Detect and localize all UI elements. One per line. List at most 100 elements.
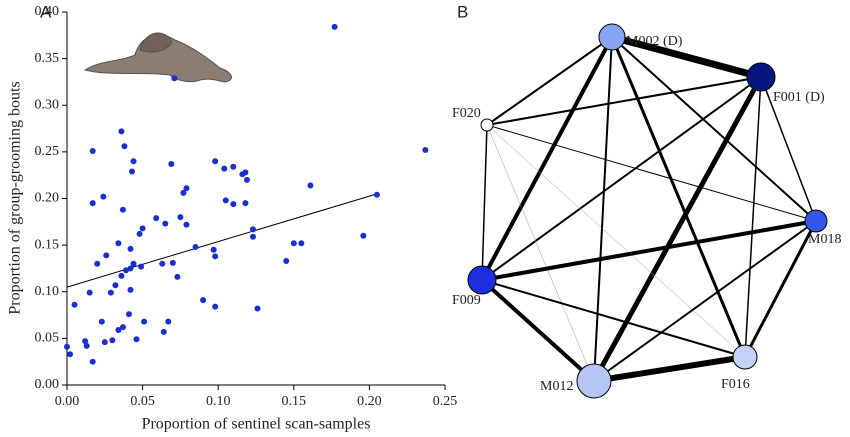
point xyxy=(331,23,338,30)
y-tick-label: 0.30 xyxy=(35,97,60,112)
point xyxy=(249,233,256,240)
y-tick-label: 0.20 xyxy=(35,191,60,206)
point xyxy=(118,128,125,135)
point xyxy=(127,245,134,252)
point xyxy=(174,273,181,280)
point xyxy=(168,160,175,167)
edge xyxy=(593,220,817,382)
point xyxy=(89,147,96,154)
point xyxy=(290,240,297,247)
point xyxy=(360,232,367,239)
point xyxy=(136,230,143,237)
point xyxy=(67,351,74,358)
point xyxy=(130,158,137,165)
node xyxy=(480,118,494,132)
edge xyxy=(486,36,613,126)
node-label: F001 (D) xyxy=(773,90,825,105)
point xyxy=(122,267,129,274)
point xyxy=(112,282,119,289)
edge xyxy=(611,36,817,222)
point xyxy=(118,272,125,279)
node xyxy=(467,265,497,295)
point xyxy=(115,326,122,333)
meerkat-illustration xyxy=(83,32,232,83)
point xyxy=(119,206,126,213)
point xyxy=(115,240,122,247)
point xyxy=(153,215,160,222)
y-tick-label: 0.40 xyxy=(35,4,60,19)
y-tick-label: 0.15 xyxy=(35,237,60,252)
panel-label: A xyxy=(40,2,52,21)
node-label: M002 (D) xyxy=(626,34,683,49)
panel-label: B xyxy=(457,2,468,21)
node xyxy=(746,62,776,92)
point xyxy=(422,147,429,154)
point xyxy=(183,221,190,228)
node xyxy=(804,209,828,233)
y-tick-label: 0.10 xyxy=(35,284,60,299)
edge xyxy=(480,278,596,383)
y-tick-label: 0.25 xyxy=(35,144,60,159)
edge xyxy=(481,279,746,358)
edge xyxy=(481,124,488,281)
edge xyxy=(481,219,817,282)
point xyxy=(133,336,140,343)
point xyxy=(373,191,380,198)
point xyxy=(242,200,249,207)
edge xyxy=(481,76,762,281)
y-axis-label: Proportion of group-grooming bouts xyxy=(7,81,24,314)
point xyxy=(212,303,219,310)
point xyxy=(222,197,229,204)
point xyxy=(283,257,290,264)
point xyxy=(141,318,148,325)
point xyxy=(230,201,237,208)
point xyxy=(139,225,146,232)
edge xyxy=(611,33,762,81)
point xyxy=(210,246,217,253)
edge xyxy=(610,36,747,358)
trend-line xyxy=(66,193,378,288)
edge xyxy=(760,76,817,222)
point xyxy=(89,200,96,207)
node-label: F009 xyxy=(452,293,481,308)
edge xyxy=(486,124,817,222)
point xyxy=(169,259,176,266)
point xyxy=(165,318,172,325)
point xyxy=(307,182,314,189)
node xyxy=(576,363,612,399)
y-tick-label: 0.35 xyxy=(35,51,60,66)
point xyxy=(121,143,128,150)
point xyxy=(82,338,89,345)
point xyxy=(127,286,134,293)
point xyxy=(180,189,187,196)
edge xyxy=(480,36,614,281)
point xyxy=(212,253,219,260)
x-tick-label: 0.00 xyxy=(55,394,80,409)
edge xyxy=(593,36,613,382)
y-tick-label: 0.00 xyxy=(35,377,60,392)
x-axis-label: Proportion of sentinel scan-samples xyxy=(142,416,371,433)
node-label: M018 xyxy=(808,232,841,247)
edge xyxy=(486,124,595,382)
edge xyxy=(486,76,762,126)
point xyxy=(183,185,190,192)
point xyxy=(71,301,78,308)
point xyxy=(200,297,207,304)
point xyxy=(83,342,90,349)
point xyxy=(160,328,167,335)
point xyxy=(243,176,250,183)
point xyxy=(109,337,116,344)
point xyxy=(298,240,305,247)
x-tick-label: 0.25 xyxy=(433,394,458,409)
point xyxy=(159,260,166,267)
edge xyxy=(591,75,764,383)
point xyxy=(162,220,169,227)
node xyxy=(732,344,758,370)
point xyxy=(230,163,237,170)
point xyxy=(221,165,228,172)
point xyxy=(242,169,249,176)
point xyxy=(192,243,199,250)
point xyxy=(119,324,126,331)
point xyxy=(171,75,178,82)
